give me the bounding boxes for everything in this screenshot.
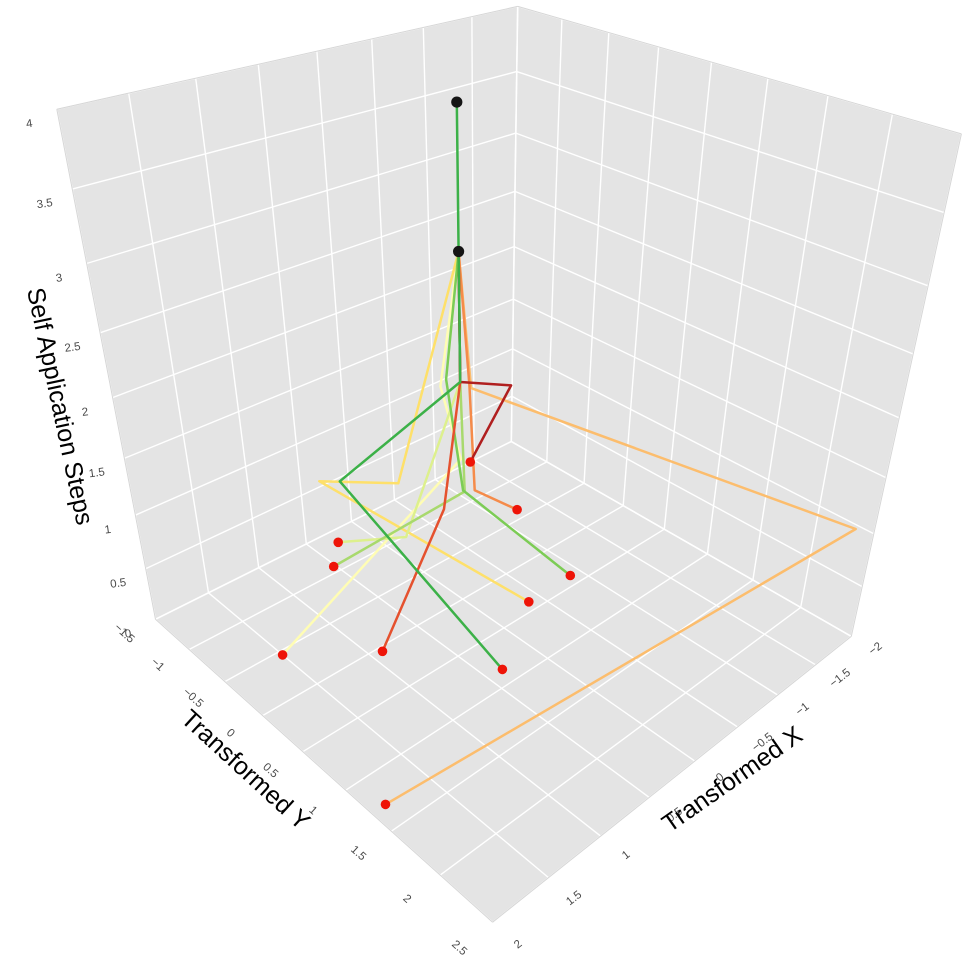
start-dot — [465, 457, 476, 467]
x-tick-label: 1 — [620, 849, 632, 862]
start-dot — [377, 646, 388, 657]
cube-outline-edge — [517, 5, 962, 135]
start-dot — [328, 561, 339, 572]
grid-line — [510, 6, 519, 442]
grid-line — [345, 553, 708, 791]
x-tick-label: −1.5 — [828, 667, 853, 690]
cube-outline-edge — [56, 5, 518, 110]
z-tick-label: 1.5 — [88, 466, 106, 480]
start-dot — [497, 664, 508, 675]
z-tick-label: 3 — [55, 272, 63, 285]
fixed-point-dot — [453, 245, 465, 258]
grid-line — [371, 38, 396, 500]
grid-line — [752, 95, 829, 581]
grid-line — [511, 395, 863, 588]
grid-line — [391, 579, 754, 832]
start-dot — [512, 504, 522, 515]
x-tick-label: −2 — [867, 640, 885, 658]
grid-line — [510, 440, 852, 638]
fixed-point-dot — [451, 96, 463, 108]
cube-outline-edge — [56, 109, 156, 620]
grid-line — [99, 190, 516, 334]
grid-line — [546, 19, 563, 462]
z-tick-label: 2 — [81, 406, 89, 419]
grid-line — [800, 113, 894, 608]
grid-line — [663, 62, 713, 530]
grid-line — [583, 32, 610, 484]
y-tick-label: 2.5 — [449, 938, 469, 957]
grid-line — [473, 459, 816, 666]
grid-line — [622, 46, 660, 506]
grid-line — [316, 51, 353, 522]
z-tick-label: 0.5 — [110, 577, 128, 591]
scene-walls — [56, 6, 962, 923]
start-dot — [277, 650, 288, 660]
grid-line — [224, 482, 585, 683]
grid-line — [305, 543, 650, 798]
trajectory-green — [338, 100, 504, 671]
z-tick-label: 0 — [124, 628, 132, 641]
grid-line — [513, 245, 900, 419]
cube-outline-edge — [850, 133, 962, 637]
x-tick-label: 1.5 — [564, 889, 584, 908]
z-tick-label: 1 — [104, 524, 112, 537]
grid-line — [155, 440, 512, 620]
grid-line — [262, 505, 624, 717]
grid-line — [512, 348, 875, 535]
grid-line — [302, 528, 665, 753]
grid-line — [514, 190, 914, 355]
grid-line — [86, 132, 517, 265]
grid-line — [513, 298, 887, 479]
grid-line — [394, 499, 738, 728]
grid-line — [195, 78, 260, 568]
y-tick-label: −1 — [149, 656, 167, 674]
start-point-markers — [277, 457, 576, 810]
x-tick-label: −1 — [794, 701, 812, 719]
cube-outline-edge — [155, 618, 493, 923]
start-dot — [565, 570, 576, 581]
trajectory-cream — [281, 250, 463, 657]
grid-line — [434, 478, 779, 696]
start-dot — [380, 799, 391, 810]
grid-line — [188, 461, 548, 651]
grid-line — [516, 70, 945, 214]
trajectory-gold — [318, 250, 531, 604]
z-tick-label: 4 — [25, 118, 34, 131]
grid-line — [112, 245, 515, 399]
grid-line — [128, 93, 210, 593]
cube-outer-edges — [56, 5, 962, 923]
grid-line — [257, 64, 307, 544]
cube-outline-edge — [492, 636, 852, 923]
trajectory-orange — [457, 250, 519, 511]
grid-line — [515, 132, 929, 287]
grid-line — [208, 592, 549, 879]
trajectories — [281, 100, 857, 806]
grid-line — [439, 606, 802, 876]
start-dot — [524, 597, 534, 607]
grid-line — [135, 348, 513, 516]
z-tick-label: 3.5 — [36, 197, 54, 211]
grid-line — [258, 567, 602, 837]
y-tick-label: 1.5 — [348, 844, 368, 864]
y-tick-label: 2 — [400, 893, 413, 906]
grid-line — [72, 70, 517, 190]
z-tick-label: 2.5 — [64, 341, 82, 355]
fixed-point-markers — [451, 96, 465, 258]
start-dot — [333, 537, 344, 548]
grid-line — [706, 78, 769, 555]
grid-line — [471, 16, 475, 461]
x-tick-label: 2 — [512, 938, 524, 951]
